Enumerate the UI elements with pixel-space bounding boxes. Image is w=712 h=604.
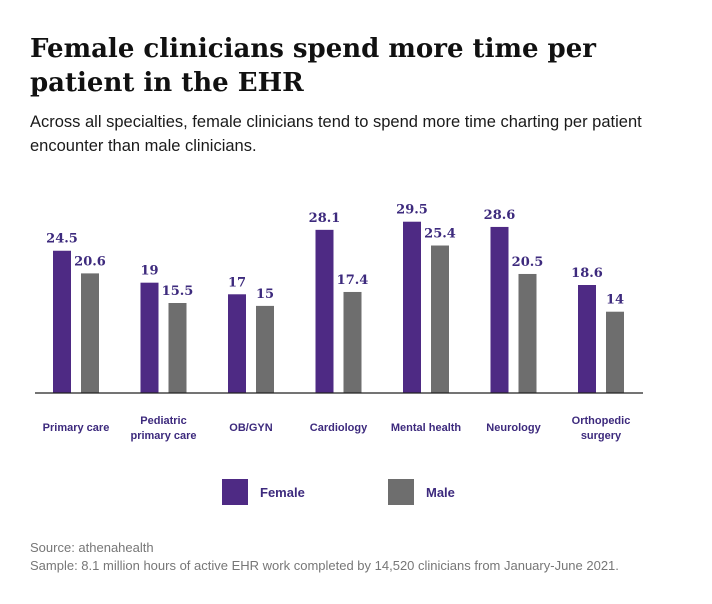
value-label-male: 20.5 xyxy=(512,255,544,270)
bar-male xyxy=(606,311,624,393)
value-label-male: 14 xyxy=(606,293,624,308)
value-label-male: 25.4 xyxy=(424,227,456,242)
bar-female xyxy=(140,282,159,393)
value-label-female: 29.5 xyxy=(396,203,428,218)
legend-label-male: Male xyxy=(426,484,455,500)
bar-male xyxy=(431,245,449,393)
category-label: Mental health xyxy=(391,422,462,434)
value-label-female: 19 xyxy=(140,264,158,279)
bar-male xyxy=(343,291,362,393)
value-label-male: 15 xyxy=(256,287,274,302)
chart-subtitle: Across all specialties, female clinician… xyxy=(30,110,690,158)
chart-title-line-1: Female clinicians spend more time per xyxy=(30,34,596,64)
bar-female xyxy=(490,226,509,393)
legend-item-male: Male xyxy=(388,479,455,505)
chart-title-line-2: patient in the EHR xyxy=(30,68,304,98)
legend-item-female: Female xyxy=(222,479,305,505)
chart-title: Female clinicians spend more time per pa… xyxy=(30,32,670,100)
value-label-male: 17.4 xyxy=(337,273,369,288)
bar-male xyxy=(256,305,274,393)
category-label: Cardiology xyxy=(310,422,368,434)
sample-note: Sample: 8.1 million hours of active EHR … xyxy=(30,558,619,573)
category-label: surgery xyxy=(581,430,622,442)
value-label-male: 20.6 xyxy=(74,254,106,269)
bar-female xyxy=(315,229,334,393)
bar-male xyxy=(518,273,537,393)
bar-male xyxy=(168,303,187,393)
category-label: Orthopedic xyxy=(572,415,631,427)
bar-chart: 24.5 20.6 Primary care 19 15.5 Pediatric prima… xyxy=(35,203,643,442)
category-label: Neurology xyxy=(486,422,541,434)
legend-swatch-female xyxy=(222,479,248,505)
category-label: Primary care xyxy=(43,422,110,434)
source-note: Source: athenahealth xyxy=(30,540,154,555)
bar-female xyxy=(578,285,596,393)
chart-subtitle-line-1: Across all specialties, female clinician… xyxy=(30,113,642,131)
value-label-female: 28.6 xyxy=(484,208,516,223)
category-label: primary care xyxy=(130,430,196,442)
bar-female xyxy=(53,250,71,393)
value-label-female: 18.6 xyxy=(571,266,603,281)
legend-swatch-male xyxy=(388,479,414,505)
bar-female xyxy=(403,221,421,393)
value-label-female: 17 xyxy=(228,275,246,290)
legend-label-female: Female xyxy=(260,484,305,500)
bar-male xyxy=(81,273,99,393)
bar-female xyxy=(228,294,246,393)
chart-subtitle-line-2: encounter than male clinicians. xyxy=(30,137,257,155)
category-label: Pediatric xyxy=(140,415,186,427)
value-label-female: 28.1 xyxy=(309,211,341,226)
value-label-female: 24.5 xyxy=(46,232,78,247)
value-label-male: 15.5 xyxy=(162,284,194,299)
category-label: OB/GYN xyxy=(229,422,272,434)
